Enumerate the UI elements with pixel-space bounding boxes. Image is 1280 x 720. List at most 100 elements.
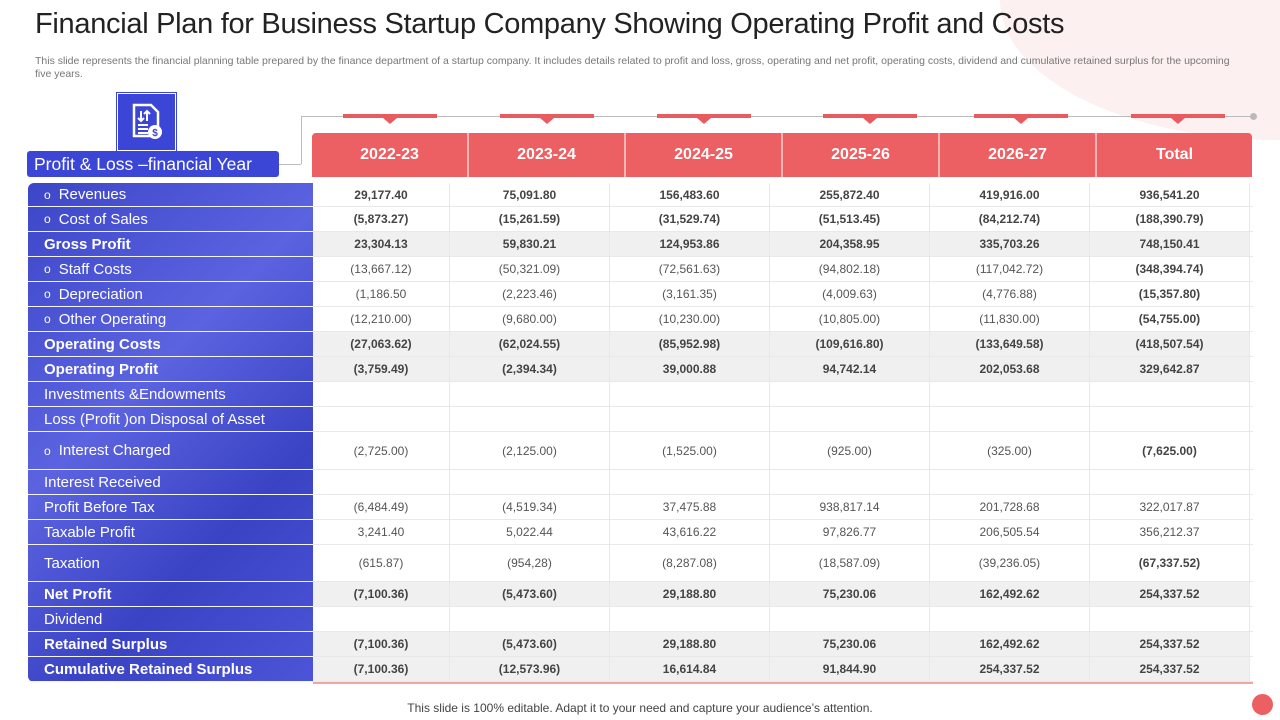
- row-label-text: Taxable Profit: [44, 523, 135, 541]
- table-cell: [313, 607, 450, 631]
- table-cell: (9,680.00): [450, 307, 610, 331]
- table-cell: 162,492.62: [930, 582, 1090, 606]
- column-marker: [657, 114, 751, 124]
- column-marker: [343, 114, 437, 124]
- table-cell: 59,830.21: [450, 232, 610, 256]
- table-cell: (85,952.98): [610, 332, 770, 356]
- row-label-text: Retained Surplus: [44, 635, 168, 653]
- table-cell: (2,394.34): [450, 357, 610, 381]
- row-label-text: Taxation: [44, 554, 100, 572]
- table-cell: 936,541.20: [1090, 183, 1250, 206]
- table-row: Loss (Profit )on Disposal of Asset: [28, 407, 1253, 432]
- table-cell: 202,053.68: [930, 357, 1090, 381]
- connector-line: [301, 116, 302, 164]
- table-cell: (12,573.96): [450, 657, 610, 681]
- table-cell: (12,210.00): [313, 307, 450, 331]
- row-label-text: Operating Profit: [44, 360, 159, 378]
- row-label-text: Net Profit: [44, 585, 112, 603]
- bullet-icon: o: [44, 287, 51, 301]
- profit-loss-label: Profit & Loss –financial Year: [27, 151, 279, 177]
- column-marker: [974, 114, 1068, 124]
- row-label: o Cost of Sales: [28, 207, 313, 232]
- row-label-text: Staff Costs: [58, 260, 132, 278]
- table-row: Investments &Endowments: [28, 382, 1253, 407]
- table-cell: 39,000.88: [610, 357, 770, 381]
- table-cell: (31,529.74): [610, 207, 770, 231]
- table-cell: (954,28): [450, 545, 610, 581]
- table-cell: (11,830.00): [930, 307, 1090, 331]
- table-cell: 329,642.87: [1090, 357, 1250, 381]
- row-label-text: Cost of Sales: [58, 210, 148, 228]
- table-row: Taxable Profit 3,241.40 5,022.44 43,616.22 9…: [28, 520, 1253, 545]
- table-cell: 201,728.68: [930, 495, 1090, 519]
- table-cell: 37,475.88: [610, 495, 770, 519]
- table-cell: (27,063.62): [313, 332, 450, 356]
- row-label: Profit Before Tax: [28, 495, 313, 520]
- table-cell: (109,616.80): [770, 332, 930, 356]
- table-cell: (18,587.09): [770, 545, 930, 581]
- column-header: Total: [1097, 133, 1252, 177]
- column-header: 2024-25: [626, 133, 783, 177]
- column-header: 2023-24: [469, 133, 626, 177]
- table-cell: (4,519.34): [450, 495, 610, 519]
- column-header: 2025-26: [783, 133, 940, 177]
- table-cell: (2,125.00): [450, 432, 610, 469]
- table-cell: [610, 607, 770, 631]
- row-label: Interest Received: [28, 470, 313, 495]
- row-label-text: Cumulative Retained Surplus: [44, 660, 253, 678]
- decorative-circle: [1252, 694, 1273, 715]
- row-label-text: Depreciation: [58, 285, 143, 303]
- table-cell: (3,161.35): [610, 282, 770, 306]
- bullet-icon: o: [44, 187, 51, 202]
- table-cell: 419,916.00: [930, 183, 1090, 206]
- column-header: 2022-23: [312, 133, 469, 177]
- table-cell: 254,337.52: [1090, 657, 1250, 681]
- table-cell: 97,826.77: [770, 520, 930, 544]
- row-label: o Revenues: [28, 183, 313, 207]
- row-label-text: Investments &Endowments: [44, 385, 226, 403]
- row-label-text: Operating Costs: [44, 335, 161, 353]
- bullet-icon: o: [44, 443, 51, 458]
- row-label: Net Profit: [28, 582, 313, 607]
- table-bottom-rule: [313, 682, 1253, 684]
- table-row: Taxation (615.87) (954,28) (8,287.08) (18,58…: [28, 545, 1253, 582]
- table-cell: 3,241.40: [313, 520, 450, 544]
- table-row: Cumulative Retained Surplus (7,100.36) (12…: [28, 657, 1253, 682]
- table-cell: (5,473.60): [450, 582, 610, 606]
- row-label: o Other Operating: [28, 307, 313, 332]
- table-cell: [450, 382, 610, 406]
- table-cell: [610, 470, 770, 494]
- table-cell: (7,100.36): [313, 657, 450, 681]
- table-cell: [930, 470, 1090, 494]
- row-label: Operating Profit: [28, 357, 313, 382]
- row-label: Taxation: [28, 545, 313, 582]
- table-cell: [930, 407, 1090, 431]
- table-cell: (4,776.88): [930, 282, 1090, 306]
- table-cell: 124,953.86: [610, 232, 770, 256]
- table-row: o Depreciation (1,186.50 (2,223.46) (3,161.3…: [28, 282, 1253, 307]
- table-cell: (925.00): [770, 432, 930, 469]
- financial-document-icon: $: [117, 93, 176, 151]
- table-cell: [450, 607, 610, 631]
- table-cell: [770, 382, 930, 406]
- table-cell: 94,742.14: [770, 357, 930, 381]
- table-row: Dividend: [28, 607, 1253, 632]
- table-cell: 254,337.52: [1090, 632, 1250, 656]
- table-cell: [770, 407, 930, 431]
- table-row: Retained Surplus (7,100.36) (5,473.60) 29,1…: [28, 632, 1253, 657]
- row-label: Cumulative Retained Surplus: [28, 657, 313, 682]
- row-label-text: Loss (Profit )on Disposal of Asset: [44, 410, 265, 428]
- table-cell: 356,212.37: [1090, 520, 1250, 544]
- row-label-text: Gross Profit: [44, 235, 131, 253]
- table-cell: 254,337.52: [1090, 582, 1250, 606]
- table-row: Interest Received: [28, 470, 1253, 495]
- table-row: Operating Costs (27,063.62) (62,024.55) (85…: [28, 332, 1253, 357]
- table-cell: 75,091.80: [450, 183, 610, 206]
- table-cell: (7,100.36): [313, 632, 450, 656]
- row-label: Gross Profit: [28, 232, 313, 257]
- table-cell: 748,150.41: [1090, 232, 1250, 256]
- table-cell: 162,492.62: [930, 632, 1090, 656]
- column-marker: [500, 114, 594, 124]
- table-cell: (2,223.46): [450, 282, 610, 306]
- table-cell: [450, 470, 610, 494]
